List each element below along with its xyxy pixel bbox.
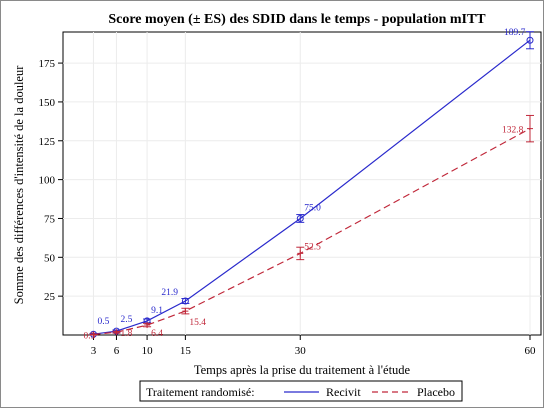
y-tick-label: 125: [39, 136, 56, 148]
plot-area: [62, 31, 542, 336]
chart-title: Score moyen (± ES) des SDID dans le temp…: [108, 12, 486, 27]
data-point-placebo: [90, 331, 97, 338]
data-label-placebo: 52.5: [304, 242, 321, 252]
data-label-recivit: 9.1: [151, 306, 163, 316]
label-layer: 0.5 2.5 9.1 21.9 75.0 189.7 0.3 1.8 6.4 15.4 52.5 1…: [83, 28, 525, 341]
x-tick-label: 3: [91, 345, 97, 357]
x-tick-label: 6: [114, 345, 120, 357]
data-point-recivit: [296, 214, 304, 222]
data-point-placebo: [113, 329, 120, 336]
y-tick-label: 100: [39, 175, 56, 187]
data-label-recivit: 0.5: [97, 317, 109, 327]
data-label-recivit: 2.5: [120, 315, 132, 325]
x-tick-label: 60: [525, 345, 537, 357]
data-label-placebo: 132.8: [502, 126, 524, 136]
legend-box: [139, 380, 463, 402]
data-label-placebo: 1.8: [120, 329, 132, 339]
y-axis-label: Somme des différences d'intensité de la …: [12, 65, 26, 305]
data-point-placebo: [527, 125, 533, 132]
x-tick-label: 30: [295, 345, 307, 357]
legend-label-placebo: Placebo: [417, 385, 455, 399]
data-label-placebo: 15.4: [189, 318, 206, 328]
series-line-placebo: [93, 128, 531, 336]
legend-title: Traitement randomisé:: [146, 385, 255, 399]
x-tick-label: 10: [142, 345, 154, 357]
y-tick-label: 175: [39, 58, 56, 70]
y-tick-label: 75: [44, 213, 56, 225]
axis-layer: 25 50 75 100 125 150 175 3 6 10 15 30 60: [39, 58, 537, 357]
data-point-recivit: [181, 297, 189, 305]
data-point-recivit: [526, 36, 534, 44]
data-label-recivit: 189.7: [504, 28, 526, 38]
data-point-placebo: [144, 322, 151, 329]
legend: Traitement randomisé: Recivit Placebo: [139, 380, 463, 402]
data-label-recivit: 21.9: [161, 288, 178, 298]
data-label-placebo: 0.3: [83, 332, 95, 342]
data-point-placebo: [297, 250, 304, 257]
x-tick-label: 15: [180, 345, 192, 357]
y-tick-label: 50: [44, 252, 56, 264]
y-tick-label: 25: [44, 291, 56, 303]
legend-label-recivit: Recivit: [326, 385, 361, 399]
x-axis-label: Temps après la prise du traitement à l'é…: [194, 363, 411, 377]
data-label-placebo: 6.4: [151, 329, 163, 339]
y-tick-label: 150: [39, 97, 56, 109]
data-label-recivit: 75.0: [304, 203, 321, 213]
grid-layer: [63, 32, 541, 335]
data-point-placebo: [182, 308, 189, 315]
series-layer: [89, 31, 534, 338]
